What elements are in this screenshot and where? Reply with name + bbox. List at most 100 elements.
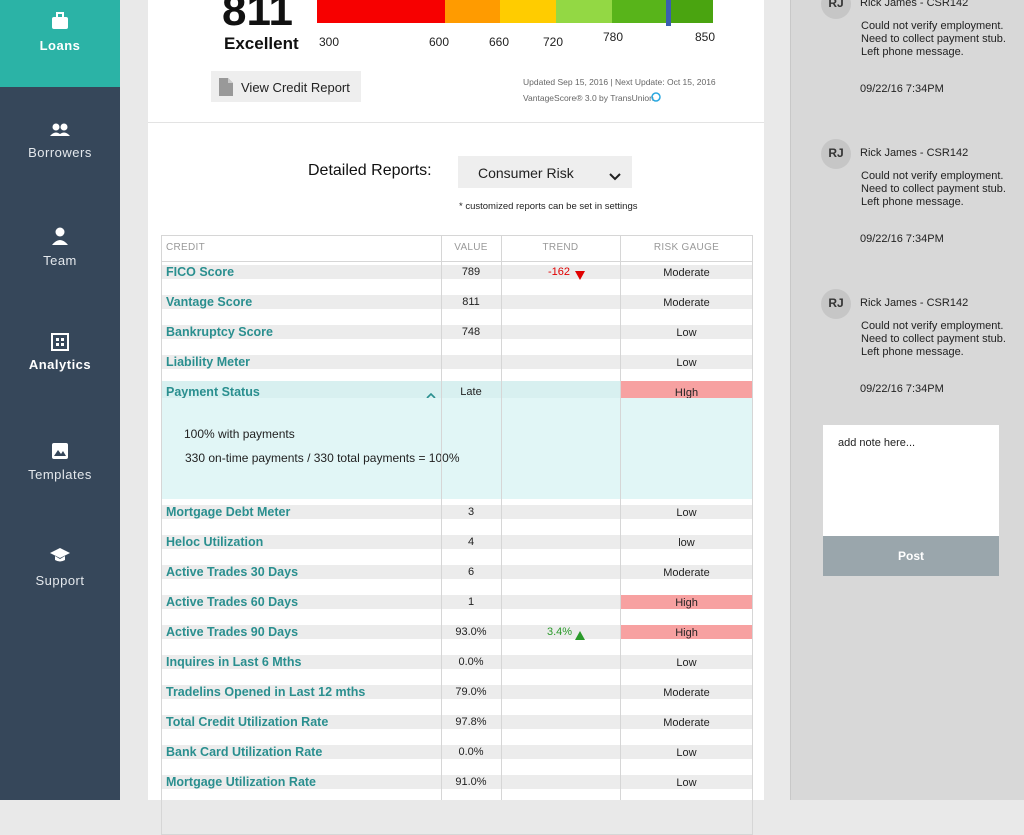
row-band xyxy=(162,505,752,519)
nav-icon xyxy=(50,122,70,142)
row-band xyxy=(162,325,752,339)
trend-down xyxy=(575,267,585,280)
scale-label: 780 xyxy=(603,30,624,44)
row-gauge: Moderate xyxy=(663,687,710,699)
note-text: Could not verify employment. Need to col… xyxy=(861,320,1006,358)
row-name: Bankruptcy Score xyxy=(166,325,273,339)
row-gauge: Low xyxy=(676,657,697,669)
row-name: Mortgage Utilization Rate xyxy=(166,775,317,789)
column-header: RISK GAUGE xyxy=(653,242,720,253)
row-value: 97.8% xyxy=(455,716,487,728)
score-band xyxy=(500,0,556,23)
report-select[interactable] xyxy=(458,156,632,188)
risk-highlight xyxy=(621,595,752,609)
detail-panel xyxy=(162,398,752,499)
row-value: 748 xyxy=(461,326,481,338)
provider-logo-svg xyxy=(651,92,661,102)
row-gauge: High xyxy=(675,597,698,609)
row-name[interactable]: Payment Status xyxy=(166,385,260,399)
row-value: 79.0% xyxy=(455,686,487,698)
avatar xyxy=(821,0,851,19)
nav-label[interactable]: Borrowers xyxy=(28,145,92,160)
row-value: 789 xyxy=(461,266,481,278)
chevron-down xyxy=(609,168,621,181)
column-header: TREND xyxy=(542,242,579,253)
sidebar xyxy=(0,0,120,800)
row-name: Heloc Utilization xyxy=(166,535,264,549)
note-input[interactable] xyxy=(823,425,999,536)
row-name: Active Trades 30 Days xyxy=(166,565,299,579)
score-value: 811 xyxy=(222,0,293,35)
row-name: Mortgage Debt Meter xyxy=(166,505,291,519)
report-select-value[interactable]: Consumer Risk xyxy=(478,165,574,181)
row-gauge: HIgh xyxy=(674,387,699,399)
note-author: Rick James - CSR142 xyxy=(860,297,969,309)
row-band xyxy=(162,685,752,699)
view-report-label[interactable]: View Credit Report xyxy=(241,80,350,95)
nav-label[interactable]: Team xyxy=(43,253,77,268)
nav-label[interactable]: Support xyxy=(35,573,85,588)
nav-icon xyxy=(50,441,70,461)
row-band xyxy=(162,295,752,309)
row-value: 811 xyxy=(462,296,480,308)
row-band[interactable] xyxy=(162,381,752,398)
avatar-initials: RJ xyxy=(828,146,844,160)
column-header: CREDIT xyxy=(166,242,206,253)
row-value: 0.0% xyxy=(458,656,484,668)
note-time: 09/22/16 7:34PM xyxy=(860,83,944,95)
doc-icon xyxy=(218,77,234,97)
nav-icon-svg xyxy=(52,227,68,245)
post-button[interactable] xyxy=(823,536,999,576)
row-band xyxy=(162,715,752,729)
score-band xyxy=(668,0,713,23)
provider-logo xyxy=(651,89,661,102)
score-marker xyxy=(666,0,671,26)
scale-label: 720 xyxy=(543,35,564,49)
row-gauge: Moderate xyxy=(663,717,710,729)
nav-icon-svg xyxy=(50,123,70,136)
row-band xyxy=(162,655,752,669)
header-line xyxy=(161,261,753,262)
trend-down-svg xyxy=(575,271,585,280)
post-label[interactable]: Post xyxy=(897,549,924,563)
note-time: 09/22/16 7:34PM xyxy=(860,383,944,395)
nav-label[interactable]: Analytics xyxy=(28,357,92,372)
nav-label[interactable]: Loans xyxy=(39,38,81,53)
scale-label: 300 xyxy=(319,35,340,49)
row-gauge: High xyxy=(675,627,698,639)
trend-up xyxy=(575,627,585,640)
score-rating: Excellent xyxy=(224,34,299,53)
nav-icon xyxy=(50,332,70,352)
row-band xyxy=(162,265,752,279)
view-report-button[interactable] xyxy=(211,71,361,102)
row-name: Active Trades 90 Days xyxy=(166,625,299,639)
provider-info: VantageScore® 3.0 by TransUnion xyxy=(523,93,654,103)
row-value: 0.0% xyxy=(458,746,484,758)
row-name: Inquires in Last 6 Mths xyxy=(166,655,302,669)
risk-highlight xyxy=(621,381,752,398)
score-band xyxy=(556,0,612,23)
score-band xyxy=(612,0,668,23)
row-gauge: Low xyxy=(676,507,697,519)
avatar xyxy=(821,139,851,169)
chevron-up xyxy=(426,386,436,399)
nav-label[interactable]: Templates xyxy=(28,467,92,482)
active-item[interactable] xyxy=(0,0,120,87)
trend-up-svg xyxy=(575,631,585,640)
row-value: 91.0% xyxy=(455,776,487,788)
detail-line: 100% with payments xyxy=(184,427,295,441)
row-gauge: Moderate xyxy=(663,297,710,309)
row-trend: 3.4% xyxy=(547,626,573,638)
note-time: 09/22/16 7:34PM xyxy=(860,233,944,245)
row-gauge: low xyxy=(678,537,695,549)
row-band xyxy=(162,355,752,369)
row-band xyxy=(162,745,752,759)
row-gauge: Low xyxy=(676,357,697,369)
nav-icon-svg xyxy=(51,333,69,351)
note-placeholder[interactable]: add note here... xyxy=(838,437,916,449)
row-value: 1 xyxy=(467,596,475,608)
update-info: Updated Sep 15, 2016 | Next Update: Oct … xyxy=(523,77,716,87)
column-header: VALUE xyxy=(454,242,488,253)
column-line xyxy=(501,235,502,800)
row-name: Liability Meter xyxy=(166,355,251,369)
